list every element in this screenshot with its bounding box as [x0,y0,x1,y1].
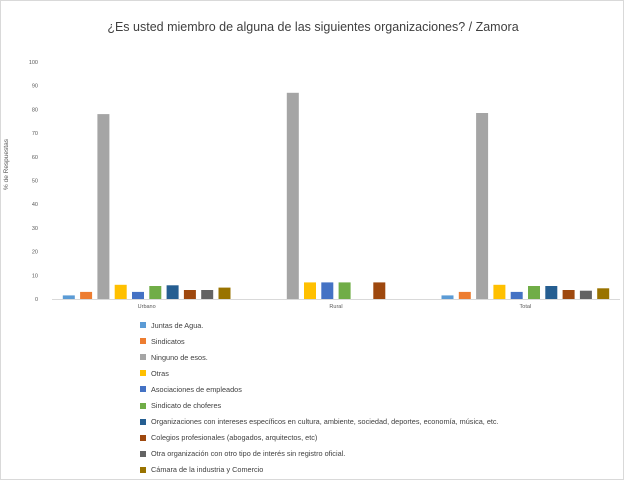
legend-swatch [140,450,146,457]
legend-swatch [140,354,146,361]
legend-label: Sindicato de choferes [151,401,222,411]
bar [218,287,231,299]
y-tick-label: 20 [32,250,38,256]
y-tick-label: 100 [29,60,38,66]
y-tick-label: 40 [32,202,38,208]
bar [597,288,610,299]
legend-label: Ninguno de esos. [151,352,208,362]
legend-swatch [140,466,146,473]
bar [286,92,299,299]
legend-label: Otra organización con otro tipo de inter… [151,449,346,459]
legend-item: Colegios profesionales (abogados, arquit… [140,430,499,446]
legend-item: Sindicatos [140,333,499,349]
legend-swatch [140,386,146,393]
bar [338,282,351,299]
chart-title: ¿Es usted miembro de alguna de las sigui… [107,20,519,34]
bar [528,286,540,299]
legend-label: Otras [151,368,169,378]
bar [304,282,316,299]
bar [321,282,334,299]
chart-legend: Juntas de Agua. Sindicatos Ninguno de esos… [140,317,499,478]
legend-label: Juntas de Agua. [151,320,204,330]
x-category-label: Total [520,304,532,310]
bar [579,290,592,299]
legend-label: Asociaciones de empleados [151,384,242,394]
legend-item: Organizaciones con intereses específicos… [140,414,499,430]
y-tick-label: 60 [32,155,38,161]
y-tick-label: 50 [32,179,38,185]
bar [476,113,489,299]
legend-item: Otra organización con otro tipo de inter… [140,446,499,462]
legend-swatch [140,370,146,377]
legend-item: Ninguno de esos. [140,349,499,365]
legend-label: Sindicatos [151,336,185,346]
bar-chart-plot: 0 10 20 30 40 50 60 70 80 90 100 Urbano Rural Total [29,60,620,310]
bar [149,286,162,299]
legend-swatch [140,434,146,441]
legend-swatch [140,418,146,425]
legend-label: Colegios profesionales (abogados, arquit… [151,433,318,443]
bar [510,291,523,299]
legend-item: Sindicato de choferes [140,397,499,413]
legend-item: Otras [140,365,499,381]
bar [562,290,575,299]
bar [373,282,386,299]
y-tick-label: 70 [32,131,38,137]
y-tick-label: 0 [35,297,38,303]
x-category-label: Rural [329,304,342,310]
bar [183,290,196,299]
bar [458,291,471,299]
y-tick-label: 30 [32,226,38,232]
bar [166,285,179,299]
x-category-label: Urbano [138,304,156,310]
y-tick-label: 90 [32,84,38,90]
legend-label: Organizaciones con intereses específicos… [151,417,499,427]
legend-swatch [140,338,146,345]
bar [545,286,558,299]
y-tick-label: 80 [32,107,38,113]
bar [441,295,454,299]
bar [62,295,75,299]
bar [201,290,214,299]
bar [132,291,144,299]
legend-swatch [140,322,146,329]
legend-item: Juntas de Agua. [140,317,499,333]
legend-swatch [140,402,146,409]
bar [97,114,110,299]
y-tick-label: 10 [32,273,38,279]
bar [80,291,93,299]
legend-item: Asociaciones de empleados [140,381,499,397]
legend-item: Cámara de la industria y Comercio [140,462,499,478]
legend-label: Cámara de la industria y Comercio [151,465,264,475]
bar [493,284,506,299]
bar [114,284,127,299]
